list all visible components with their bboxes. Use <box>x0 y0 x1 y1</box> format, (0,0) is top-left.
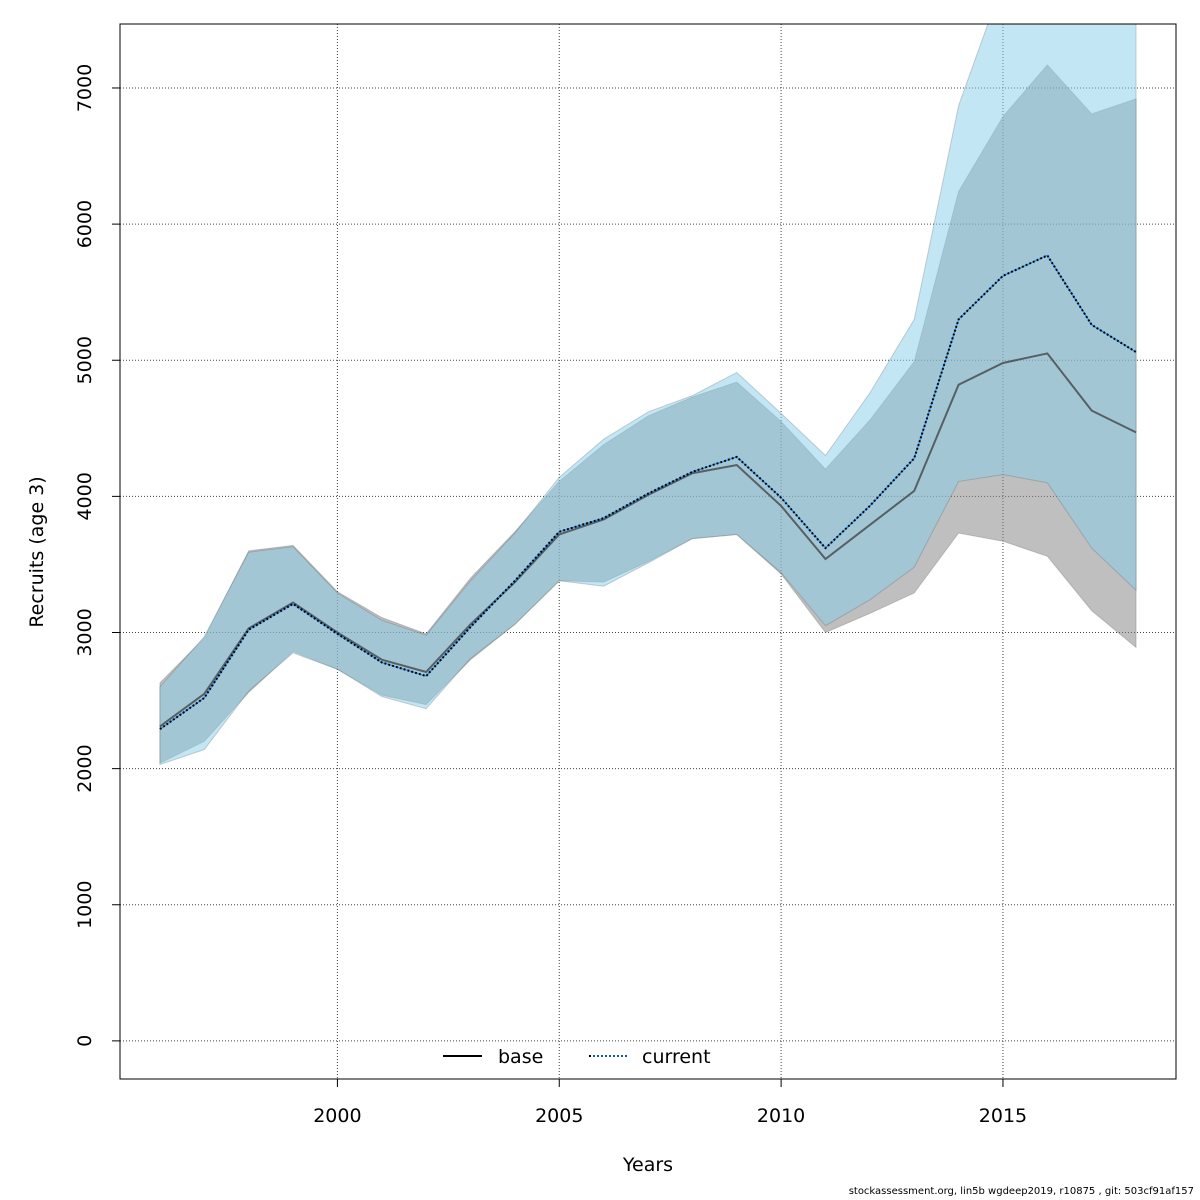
line-current <box>159 254 1137 730</box>
legend: base current <box>443 1046 711 1068</box>
x-tick-label-2000: 2000 <box>313 1105 361 1127</box>
y-tick-label-3000: 3000 <box>74 608 96 656</box>
confidence-bands <box>159 24 1137 766</box>
plot-frame <box>119 23 1177 1080</box>
line-current-color <box>159 254 1137 730</box>
y-tick-label-2000: 2000 <box>74 744 96 792</box>
y-tick-label-6000: 6000 <box>74 200 96 248</box>
legend-current-label: current <box>642 1046 711 1068</box>
x-tick-label-2010: 2010 <box>757 1105 805 1127</box>
y-tick-label-0: 0 <box>74 1035 96 1047</box>
y-tick-label-7000: 7000 <box>74 64 96 112</box>
y-axis-title: Recruits (age 3) <box>26 476 48 627</box>
axes: 2000 2005 2010 2015 0 1000 2000 3000 4000 5000 600… <box>74 64 1027 1127</box>
y-tick-label-1000: 1000 <box>74 881 96 929</box>
series-lines <box>159 254 1137 730</box>
footer-credit: stockassessment.org, lin5b wgdeep2019, r… <box>848 1186 1194 1197</box>
x-tick-label-2005: 2005 <box>535 1105 583 1127</box>
x-axis-title: Years <box>622 1154 673 1176</box>
legend-base-label: base <box>498 1046 543 1068</box>
x-tick-label-2015: 2015 <box>979 1105 1027 1127</box>
line-base <box>159 352 1137 728</box>
band-current <box>159 24 1137 766</box>
y-tick-label-5000: 5000 <box>74 336 96 384</box>
y-tick-label-4000: 4000 <box>74 472 96 520</box>
